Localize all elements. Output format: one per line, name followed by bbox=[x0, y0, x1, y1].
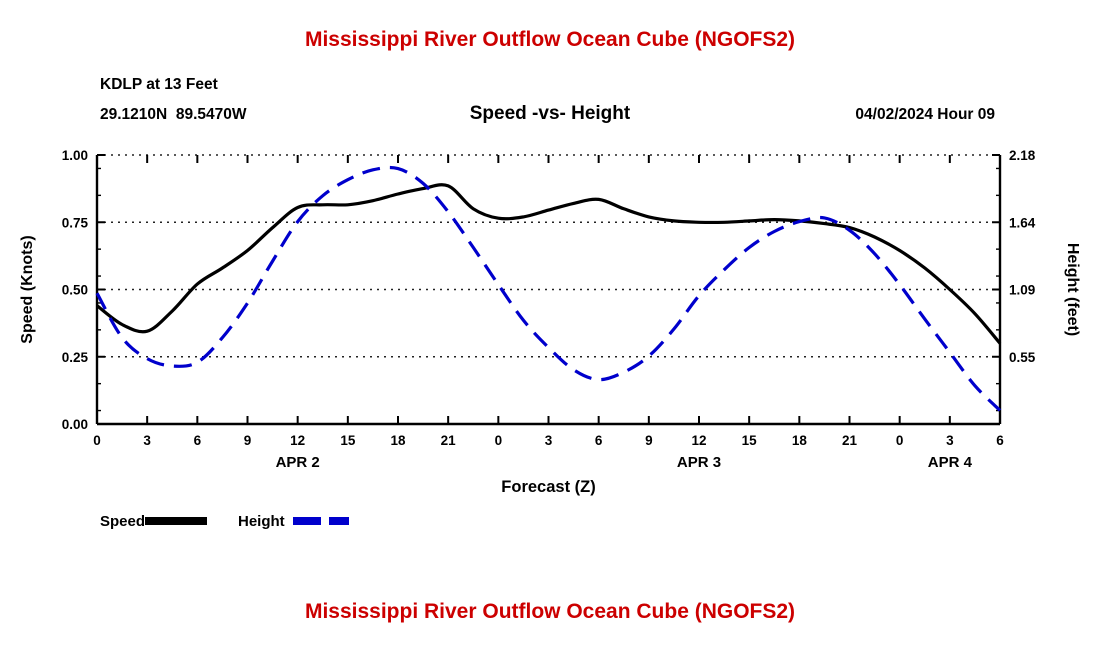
x-tick-label: 21 bbox=[441, 433, 457, 448]
right-tick-label: 1.09 bbox=[1009, 283, 1035, 298]
x-tick-label: 0 bbox=[495, 433, 503, 448]
legend-label-speed: Speed bbox=[100, 513, 145, 530]
x-tick-label: 15 bbox=[742, 433, 758, 448]
right-tick-label: 0.55 bbox=[1009, 350, 1036, 365]
x-tick-label: 3 bbox=[946, 433, 954, 448]
speed-line bbox=[96, 183, 1002, 345]
x-tick-label: 6 bbox=[996, 433, 1004, 448]
chart-subtitle: Speed -vs- Height bbox=[469, 103, 631, 124]
y-axis-label-right: Height (feet) bbox=[1064, 243, 1081, 336]
left-tick-label: 0.50 bbox=[62, 283, 88, 298]
x-tick-label: 6 bbox=[194, 433, 202, 448]
right-tick-label: 1.64 bbox=[1009, 215, 1036, 230]
x-tick-label: 0 bbox=[896, 433, 904, 448]
station-coordinates: 29.1210N 89.5470W bbox=[100, 106, 247, 123]
x-tick-label: 21 bbox=[842, 433, 858, 448]
x-tick-label: 15 bbox=[340, 433, 356, 448]
y-axis-label-left: Speed (Knots) bbox=[19, 235, 36, 343]
x-tick-label: 3 bbox=[545, 433, 553, 448]
height-line bbox=[95, 165, 1002, 412]
forecast-datetime: 04/02/2024 Hour 09 bbox=[855, 106, 995, 123]
left-tick-label: 0.00 bbox=[62, 417, 88, 432]
x-tick-label: 0 bbox=[93, 433, 101, 448]
station-name: KDLP at 13 Feet bbox=[100, 76, 218, 93]
x-day-label: APR 3 bbox=[677, 454, 721, 471]
left-tick-label: 0.75 bbox=[62, 215, 89, 230]
legend-label-height: Height bbox=[238, 513, 285, 530]
left-tick-label: 1.00 bbox=[62, 148, 88, 163]
x-axis-label: Forecast (Z) bbox=[501, 478, 595, 496]
x-tick-label: 12 bbox=[290, 433, 305, 448]
footer-title: Mississippi River Outflow Ocean Cube (NG… bbox=[304, 600, 796, 623]
left-tick-label: 0.25 bbox=[62, 350, 89, 365]
x-day-label: APR 2 bbox=[276, 454, 320, 471]
x-tick-label: 9 bbox=[244, 433, 252, 448]
x-tick-label: 12 bbox=[691, 433, 706, 448]
x-tick-label: 9 bbox=[645, 433, 653, 448]
x-day-label: APR 4 bbox=[928, 454, 973, 471]
x-tick-label: 18 bbox=[390, 433, 406, 448]
x-tick-label: 3 bbox=[143, 433, 151, 448]
right-tick-label: 2.18 bbox=[1009, 148, 1036, 163]
header-title: Mississippi River Outflow Ocean Cube (NG… bbox=[304, 28, 796, 51]
x-tick-label: 6 bbox=[595, 433, 603, 448]
x-tick-label: 18 bbox=[792, 433, 808, 448]
